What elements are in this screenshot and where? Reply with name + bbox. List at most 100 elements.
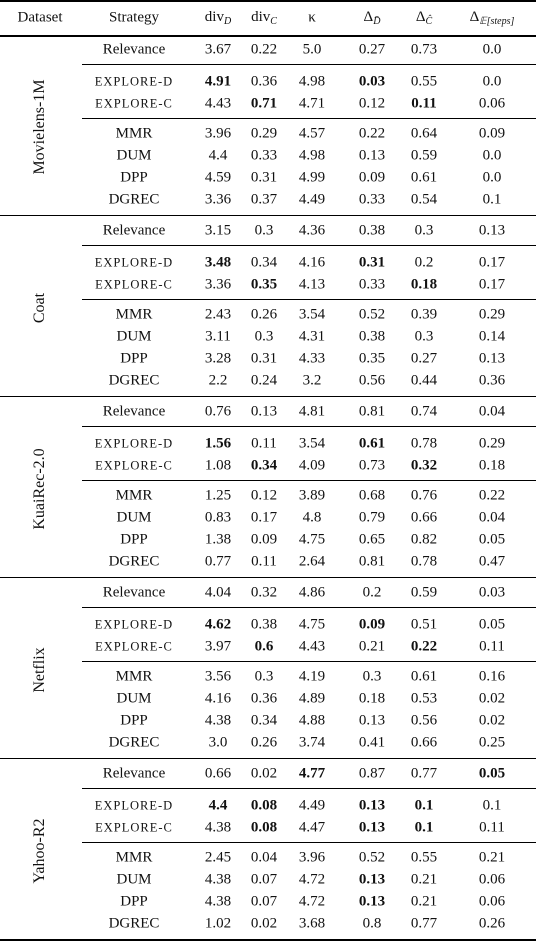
- value-cell: 4.13: [298, 276, 326, 293]
- rule: [0, 939, 536, 941]
- value-cell: 0.11: [479, 638, 505, 655]
- value-cell: 0.34: [250, 457, 278, 474]
- value-cell: 0.1: [414, 819, 434, 836]
- value-cell: 2.43: [204, 306, 232, 323]
- value-cell: 0.17: [250, 509, 278, 526]
- value-cell: 0.77: [410, 765, 438, 782]
- value-cell: 3.48: [204, 254, 232, 271]
- strategy: EXPLORE-C: [95, 820, 173, 835]
- header-cell: κ: [308, 10, 316, 27]
- value-cell: 0.07: [250, 871, 278, 888]
- header-text: Δ: [469, 9, 480, 25]
- value-cell: 0.06: [478, 893, 506, 910]
- value-cell: 0.11: [411, 95, 437, 112]
- value-cell: 0.25: [478, 734, 506, 751]
- header-text: Δ: [415, 9, 426, 25]
- strategy: DUM: [116, 871, 152, 888]
- header-subscript: Ĉ: [425, 16, 433, 27]
- value-cell: 0.17: [478, 254, 506, 271]
- strategy: Relevance: [102, 403, 166, 420]
- strategy: MMR: [115, 849, 153, 866]
- value-cell: 0.83: [204, 509, 232, 526]
- value-cell: 0.13: [250, 403, 278, 420]
- value-cell: 0.26: [250, 734, 278, 751]
- value-cell: 0.52: [358, 849, 386, 866]
- value-cell: 0.03: [358, 73, 386, 90]
- value-cell: 4.38: [204, 819, 232, 836]
- value-cell: 0.31: [250, 169, 278, 186]
- strategy: DGREC: [108, 915, 160, 932]
- value-cell: 4.62: [204, 616, 232, 633]
- value-cell: 5.0: [302, 41, 322, 58]
- value-cell: 4.98: [298, 73, 326, 90]
- strategy: DUM: [116, 147, 152, 164]
- value-cell: 3.68: [298, 915, 326, 932]
- value-cell: 0.3: [414, 328, 434, 345]
- value-cell: 0.36: [250, 690, 278, 707]
- value-cell: 0.36: [478, 372, 506, 389]
- value-cell: 0.04: [478, 509, 506, 526]
- strategy: EXPLORE-C: [95, 639, 173, 654]
- dataset-label: Netflix: [31, 647, 48, 693]
- header-text: Dataset: [17, 9, 63, 26]
- value-cell: 0.3: [414, 222, 434, 239]
- value-cell: 0.32: [250, 584, 278, 601]
- value-cell: 3.15: [204, 222, 232, 239]
- value-cell: 4.31: [298, 328, 326, 345]
- strategy: DGREC: [108, 734, 160, 751]
- value-cell: 3.89: [298, 487, 326, 504]
- strategy: EXPLORE-C: [95, 277, 173, 292]
- value-cell: 0.13: [358, 797, 386, 814]
- value-cell: 0.03: [478, 584, 506, 601]
- value-cell: 0.13: [358, 712, 386, 729]
- header-subscript: D̄: [373, 16, 381, 27]
- value-cell: 0.08: [250, 819, 278, 836]
- value-cell: 0.22: [478, 487, 506, 504]
- value-cell: 0.21: [410, 893, 438, 910]
- value-cell: 0.12: [250, 487, 278, 504]
- value-cell: 3.54: [298, 435, 326, 452]
- value-cell: 0.38: [358, 328, 386, 345]
- value-cell: 0.56: [410, 712, 438, 729]
- header-cell: ΔĈ: [416, 9, 432, 27]
- value-cell: 0.13: [478, 350, 506, 367]
- value-cell: 3.36: [204, 191, 232, 208]
- value-cell: 0.35: [250, 276, 278, 293]
- strategy: EXPLORE-C: [95, 458, 173, 473]
- value-cell: 2.2: [208, 372, 228, 389]
- value-cell: 4.8: [302, 509, 322, 526]
- value-cell: 4.57: [298, 125, 326, 142]
- value-cell: 0.18: [478, 457, 506, 474]
- rule: [82, 426, 536, 427]
- value-cell: 0.52: [358, 306, 386, 323]
- value-cell: 3.11: [205, 328, 231, 345]
- value-cell: 4.43: [298, 638, 326, 655]
- value-cell: 0.11: [251, 553, 277, 570]
- value-cell: 0.11: [251, 435, 277, 452]
- value-cell: 0.41: [358, 734, 386, 751]
- value-cell: 0.06: [478, 95, 506, 112]
- header-subscript: 𝔼[steps]: [479, 16, 515, 27]
- strategy: DUM: [116, 690, 152, 707]
- header-subscript: D: [223, 16, 232, 27]
- value-cell: 4.16: [204, 690, 232, 707]
- value-cell: 0.29: [250, 125, 278, 142]
- value-cell: 0.13: [478, 222, 506, 239]
- strategy: DPP: [120, 169, 148, 186]
- rule: [82, 245, 536, 246]
- value-cell: 4.19: [298, 668, 326, 685]
- value-cell: 4.98: [298, 147, 326, 164]
- value-cell: 0.6: [254, 638, 274, 655]
- value-cell: 0.13: [358, 819, 386, 836]
- value-cell: 2.45: [204, 849, 232, 866]
- value-cell: 0.81: [358, 403, 386, 420]
- value-cell: 4.81: [298, 403, 326, 420]
- value-cell: 1.38: [204, 531, 232, 548]
- value-cell: 0.73: [410, 41, 438, 58]
- value-cell: 0.76: [204, 403, 232, 420]
- value-cell: 4.72: [298, 871, 326, 888]
- value-cell: 4.47: [298, 819, 326, 836]
- dataset-label: KuaiRec-2.0: [31, 448, 48, 530]
- value-cell: 4.72: [298, 893, 326, 910]
